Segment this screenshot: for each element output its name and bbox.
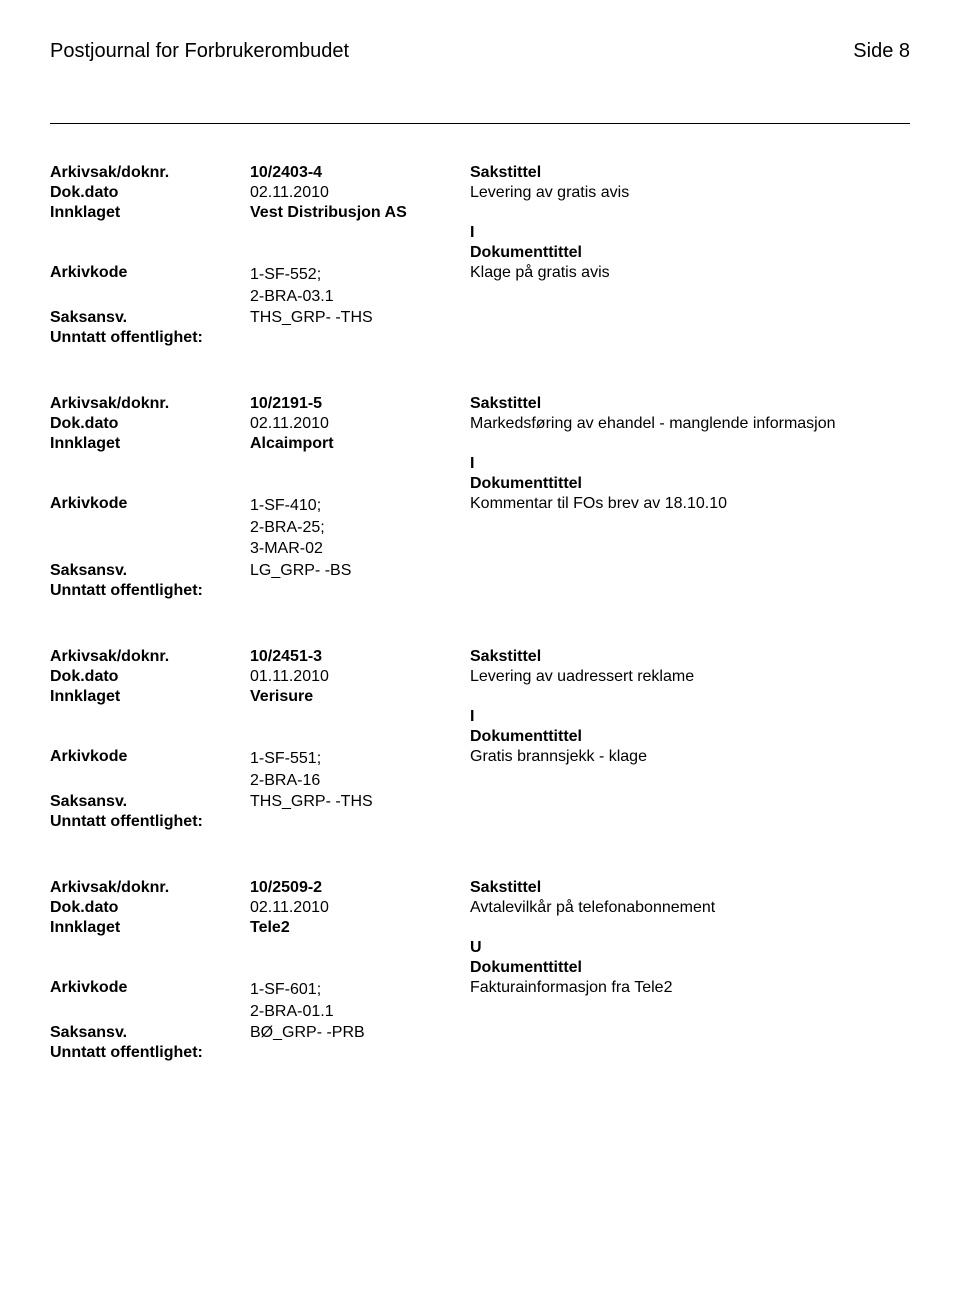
label-arkivkode: Arkivkode — [50, 748, 250, 766]
value-saksansv: THS_GRP- -THS — [250, 309, 470, 327]
value-saksansv: LG_GRP- -BS — [250, 562, 470, 580]
value-sakstittel: Markedsføring av ehandel - manglende inf… — [470, 415, 910, 433]
value-arkivkode: 1-SF-551;2-BRA-16 — [250, 748, 470, 791]
label-arkivsak: Arkivsak/doknr. — [50, 648, 250, 666]
label-dokumenttittel: Dokumenttittel — [470, 244, 582, 262]
value-dato: 01.11.2010 — [250, 668, 470, 686]
label-dokdato: Dok.dato — [50, 668, 250, 686]
label-dokumenttittel: Dokumenttittel — [470, 728, 582, 746]
label-innklaget: Innklaget — [50, 204, 250, 222]
value-dato: 02.11.2010 — [250, 899, 470, 917]
label-saksansv: Saksansv. — [50, 562, 250, 580]
value-saknr: 10/2403-4 — [250, 164, 470, 182]
value-sakstittel: Levering av gratis avis — [470, 184, 910, 202]
label-innklaget: Innklaget — [50, 435, 250, 453]
label-sakstittel: Sakstittel — [470, 164, 541, 182]
value-sakstittel: Levering av uadressert reklame — [470, 668, 910, 686]
value-saksansv: BØ_GRP- -PRB — [250, 1024, 470, 1042]
label-dokdato: Dok.dato — [50, 184, 250, 202]
header: Postjournal for Forbrukerombudet Side 8 — [50, 40, 910, 63]
label-sakstittel: Sakstittel — [470, 395, 541, 413]
value-innklaget: Alcaimport — [250, 435, 470, 453]
label-arkivkode: Arkivkode — [50, 264, 250, 282]
label-arkivkode: Arkivkode — [50, 495, 250, 513]
value-sakstittel: Avtalevilkår på telefonabonnement — [470, 899, 910, 917]
label-innklaget: Innklaget — [50, 688, 250, 706]
value-dato: 02.11.2010 — [250, 415, 470, 433]
value-saknr: 10/2509-2 — [250, 879, 470, 897]
value-doktype: I — [470, 708, 474, 726]
label-unntatt: Unntatt offentlighet: — [50, 1044, 203, 1062]
value-saknr: 10/2451-3 — [250, 648, 470, 666]
label-unntatt: Unntatt offentlighet: — [50, 329, 203, 347]
value-doktittel: Gratis brannsjekk - klage — [470, 748, 910, 766]
value-dato: 02.11.2010 — [250, 184, 470, 202]
value-doktittel: Kommentar til FOs brev av 18.10.10 — [470, 495, 910, 513]
value-arkivkode: 1-SF-552;2-BRA-03.1 — [250, 264, 470, 307]
label-sakstittel: Sakstittel — [470, 648, 541, 666]
value-doktype: I — [470, 455, 474, 473]
label-unntatt: Unntatt offentlighet: — [50, 813, 203, 831]
value-doktype: U — [470, 939, 482, 957]
label-innklaget: Innklaget — [50, 919, 250, 937]
label-sakstittel: Sakstittel — [470, 879, 541, 897]
label-saksansv: Saksansv. — [50, 793, 250, 811]
journal-title: Postjournal for Forbrukerombudet — [50, 40, 349, 63]
value-doktype: I — [470, 224, 474, 242]
value-innklaget: Tele2 — [250, 919, 470, 937]
label-arkivkode: Arkivkode — [50, 979, 250, 997]
label-dokumenttittel: Dokumenttittel — [470, 475, 582, 493]
entries-container: Arkivsak/doknr.10/2403-4SakstittelDok.da… — [50, 164, 910, 1062]
value-doktittel: Klage på gratis avis — [470, 264, 910, 282]
journal-entry: Arkivsak/doknr.10/2191-5Sakstittel Dok.da… — [50, 395, 910, 600]
value-arkivkode: 1-SF-601;2-BRA-01.1 — [250, 979, 470, 1022]
value-innklaget: Verisure — [250, 688, 470, 706]
label-dokdato: Dok.dato — [50, 899, 250, 917]
divider — [50, 123, 910, 124]
label-arkivsak: Arkivsak/doknr. — [50, 164, 250, 182]
journal-entry: Arkivsak/doknr.10/2451-3Sakstittel Dok.da… — [50, 648, 910, 831]
journal-entry: Arkivsak/doknr.10/2509-2Sakstittel Dok.da… — [50, 879, 910, 1062]
value-saknr: 10/2191-5 — [250, 395, 470, 413]
value-arkivkode: 1-SF-410;2-BRA-25;3-MAR-02 — [250, 495, 470, 560]
label-unntatt: Unntatt offentlighet: — [50, 582, 203, 600]
label-dokdato: Dok.dato — [50, 415, 250, 433]
label-arkivsak: Arkivsak/doknr. — [50, 395, 250, 413]
journal-entry: Arkivsak/doknr.10/2403-4Sakstittel Dok.da… — [50, 164, 910, 347]
label-saksansv: Saksansv. — [50, 309, 250, 327]
label-dokumenttittel: Dokumenttittel — [470, 959, 582, 977]
value-saksansv: THS_GRP- -THS — [250, 793, 470, 811]
label-arkivsak: Arkivsak/doknr. — [50, 879, 250, 897]
page-number: Side 8 — [853, 40, 910, 63]
label-saksansv: Saksansv. — [50, 1024, 250, 1042]
value-innklaget: Vest Distribusjon AS — [250, 204, 470, 222]
value-doktittel: Fakturainformasjon fra Tele2 — [470, 979, 910, 997]
